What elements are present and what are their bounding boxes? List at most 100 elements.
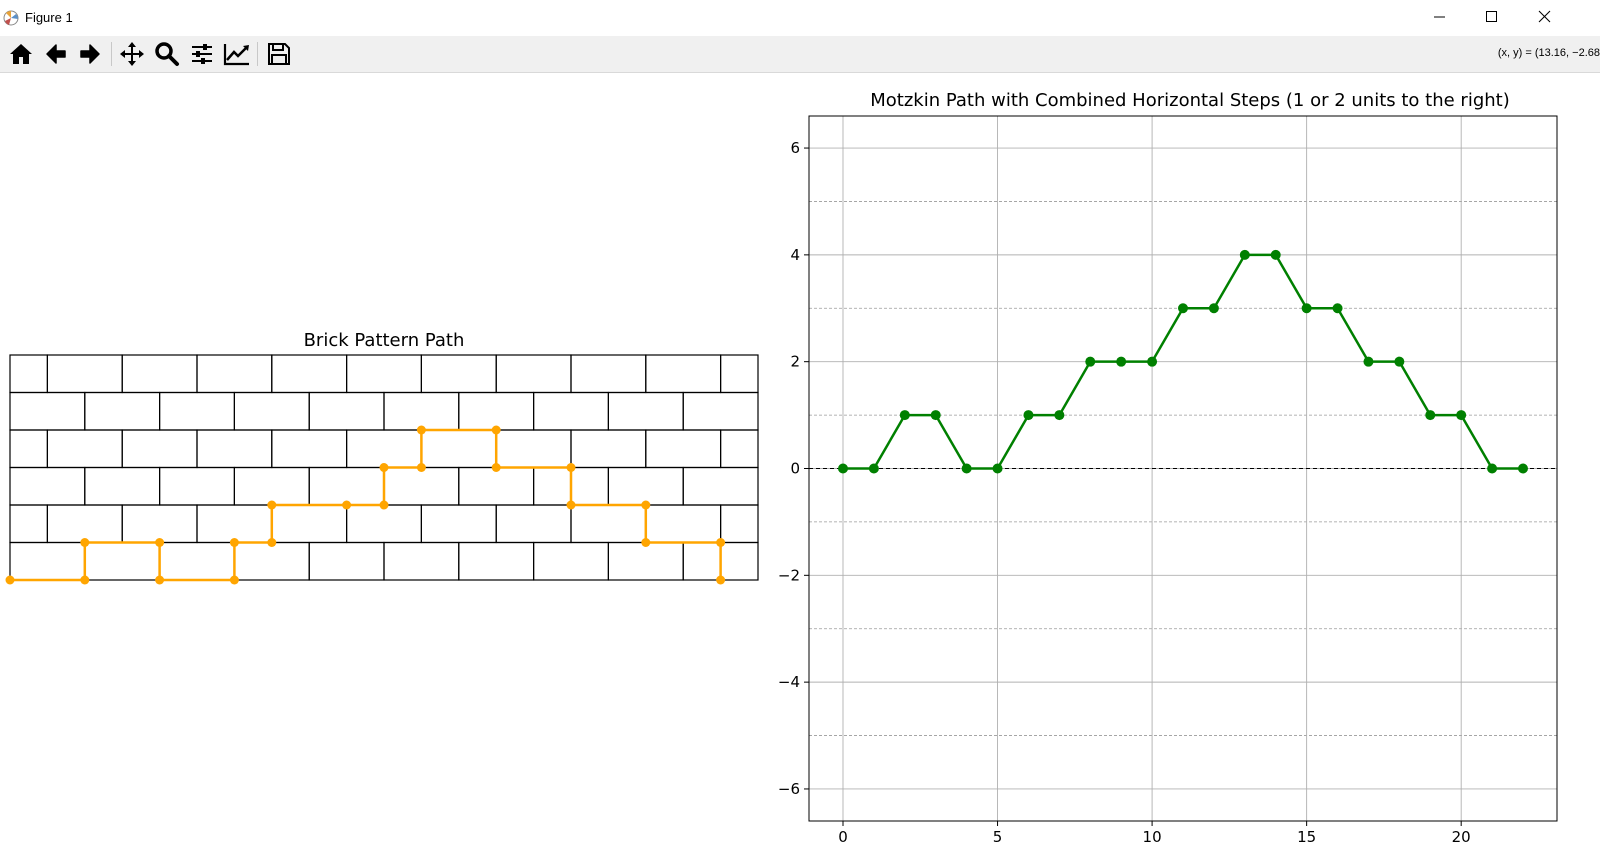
y-tick-label: 4 (790, 246, 800, 264)
brick-cell (383, 391, 460, 431)
y-tick-label: 0 (790, 460, 800, 478)
brick-cell (383, 466, 460, 506)
brick-cell (346, 354, 423, 394)
y-tick-label: −6 (778, 780, 800, 798)
x-tick-label: 0 (838, 828, 848, 846)
back-button[interactable] (41, 39, 71, 69)
brick-path-point (491, 463, 501, 472)
y-tick-label: 6 (790, 139, 800, 157)
brick-cell (271, 354, 348, 394)
configure-subplots-icon (192, 44, 212, 64)
brick-cell (682, 391, 759, 431)
brick-cell (159, 466, 236, 506)
minimize-button[interactable] (1415, 0, 1467, 36)
brick-cell (159, 541, 236, 581)
motzkin-path-point (1332, 303, 1343, 314)
motzkin-path-point (1208, 303, 1219, 314)
pan-icon (120, 42, 144, 66)
brick-cell (495, 504, 572, 544)
brick-path-point (155, 538, 165, 547)
configure-subplots-button[interactable] (187, 39, 217, 69)
brick-cell (570, 429, 647, 469)
x-tick-label: 10 (1143, 828, 1162, 846)
motzkin-path-point (1456, 410, 1467, 421)
brick-path-point (716, 538, 726, 547)
brick-path-point (491, 425, 501, 435)
brick-cell (121, 429, 198, 469)
x-tick-label: 15 (1297, 828, 1316, 846)
save-icon (268, 43, 290, 65)
brick-cell (346, 504, 423, 544)
brick-path-point (566, 500, 576, 510)
motzkin-path-point (868, 463, 879, 474)
brick-cell (346, 429, 423, 469)
brick-cell (607, 391, 684, 431)
motzkin-path-point (1178, 303, 1188, 314)
brick-path-line (10, 428, 722, 582)
window-titlebar: Figure 1 (0, 0, 1600, 36)
brick-cell (121, 354, 198, 394)
edit-axis-button[interactable] (222, 39, 252, 69)
brick-cell (9, 504, 49, 544)
brick-cell (196, 504, 273, 544)
brick-path-point (229, 575, 239, 585)
motzkin-path-point (961, 463, 972, 474)
motzkin-path-point (1394, 356, 1405, 367)
brick-cell (420, 504, 497, 544)
brick-cell (308, 541, 385, 581)
brick-cell (46, 504, 123, 544)
brick-path-point (342, 500, 352, 510)
motzkin-chart-title: Motzkin Path with Combined Horizontal St… (870, 90, 1510, 111)
maximize-button[interactable] (1467, 0, 1519, 36)
brick-cell (532, 391, 609, 431)
brick-cell (458, 541, 535, 581)
x-tick-label: 20 (1452, 828, 1471, 846)
x-tick-label: 5 (993, 828, 1003, 846)
y-tick-label: −2 (778, 566, 800, 584)
brick-cell (645, 429, 722, 469)
brick-cell (84, 541, 161, 581)
motzkin-path-point (1270, 249, 1281, 260)
brick-cell (271, 429, 348, 469)
edit-axis-icon (223, 44, 249, 66)
window-title: Figure 1 (25, 10, 73, 25)
motzkin-path-point (1518, 463, 1528, 474)
figure-canvas[interactable]: Brick Pattern Path Motzkin Path with Com… (0, 73, 1600, 852)
brick-cell (9, 466, 86, 506)
brick-cell (308, 391, 385, 431)
navigation-toolbar: (x, y) = (13.16, −2.68 (0, 36, 1600, 73)
pan-button[interactable] (117, 39, 147, 69)
motzkin-path-point (899, 410, 910, 421)
brick-chart-title: Brick Pattern Path (304, 330, 465, 351)
motzkin-path-point (930, 410, 941, 421)
brick-path-point (379, 463, 389, 472)
home-button[interactable] (6, 39, 36, 69)
brick-cell (159, 391, 236, 431)
brick-cell (9, 391, 86, 431)
brick-path-point (641, 500, 651, 510)
motzkin-path-point (1054, 410, 1065, 421)
brick-cell (233, 391, 310, 431)
maximize-icon (1486, 11, 1497, 22)
brick-path-point (229, 538, 239, 547)
brick-cell (9, 429, 49, 469)
save-button[interactable] (264, 39, 294, 69)
brick-cell (607, 541, 684, 581)
close-button[interactable] (1520, 0, 1572, 36)
toolbar-separator (257, 42, 258, 66)
brick-cell (46, 354, 123, 394)
brick-path-point (80, 575, 90, 585)
brick-cell (570, 504, 647, 544)
zoom-icon (155, 42, 179, 66)
motzkin-axes-frame (808, 115, 1558, 822)
brick-cell (233, 541, 310, 581)
brick-cell (420, 354, 497, 394)
motzkin-path-point (1425, 410, 1436, 421)
home-icon (10, 44, 32, 64)
zoom-button[interactable] (152, 39, 182, 69)
forward-button[interactable] (75, 39, 105, 69)
cursor-coordinates: (x, y) = (13.16, −2.68 (1497, 47, 1600, 59)
brick-cell (645, 354, 722, 394)
motzkin-path-point (992, 463, 1003, 474)
brick-cell (308, 466, 385, 506)
